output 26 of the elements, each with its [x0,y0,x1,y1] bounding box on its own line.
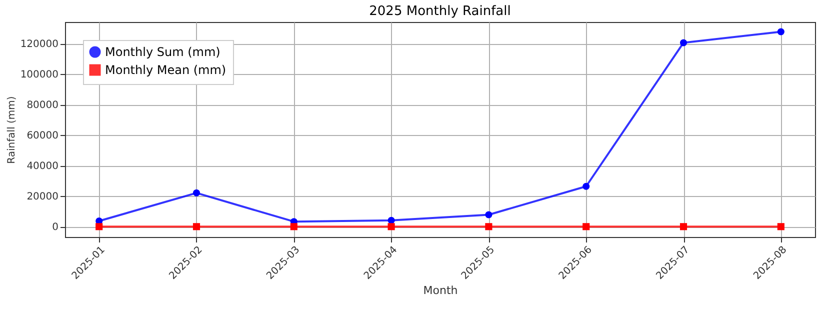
point [680,223,688,230]
y-tick-label: 100000 [20,70,58,81]
legend-label: Monthly Sum (mm) [105,45,220,59]
point [582,223,590,230]
chart-title: 2025 Monthly Rainfall [369,4,511,19]
y-tick-label: 40000 [26,161,58,172]
legend-label: Monthly Mean (mm) [105,63,226,77]
y-tick-label: 20000 [26,192,58,203]
point [388,216,395,224]
y-tick-label: 80000 [26,100,58,112]
y-tick-label: 60000 [26,130,58,142]
point [485,211,492,218]
point [192,189,200,196]
point [290,223,298,230]
point [582,182,590,190]
y-tick-label: 120000 [20,39,58,50]
point [192,223,200,230]
point [96,223,103,230]
point [777,223,784,230]
point [485,223,492,230]
point [777,28,784,36]
point [680,39,688,46]
x-axis-title: Month [423,284,458,298]
point [388,223,395,230]
y-tick-label: 0 [52,222,58,234]
y-axis-title: Rainfall (mm) [6,96,18,164]
